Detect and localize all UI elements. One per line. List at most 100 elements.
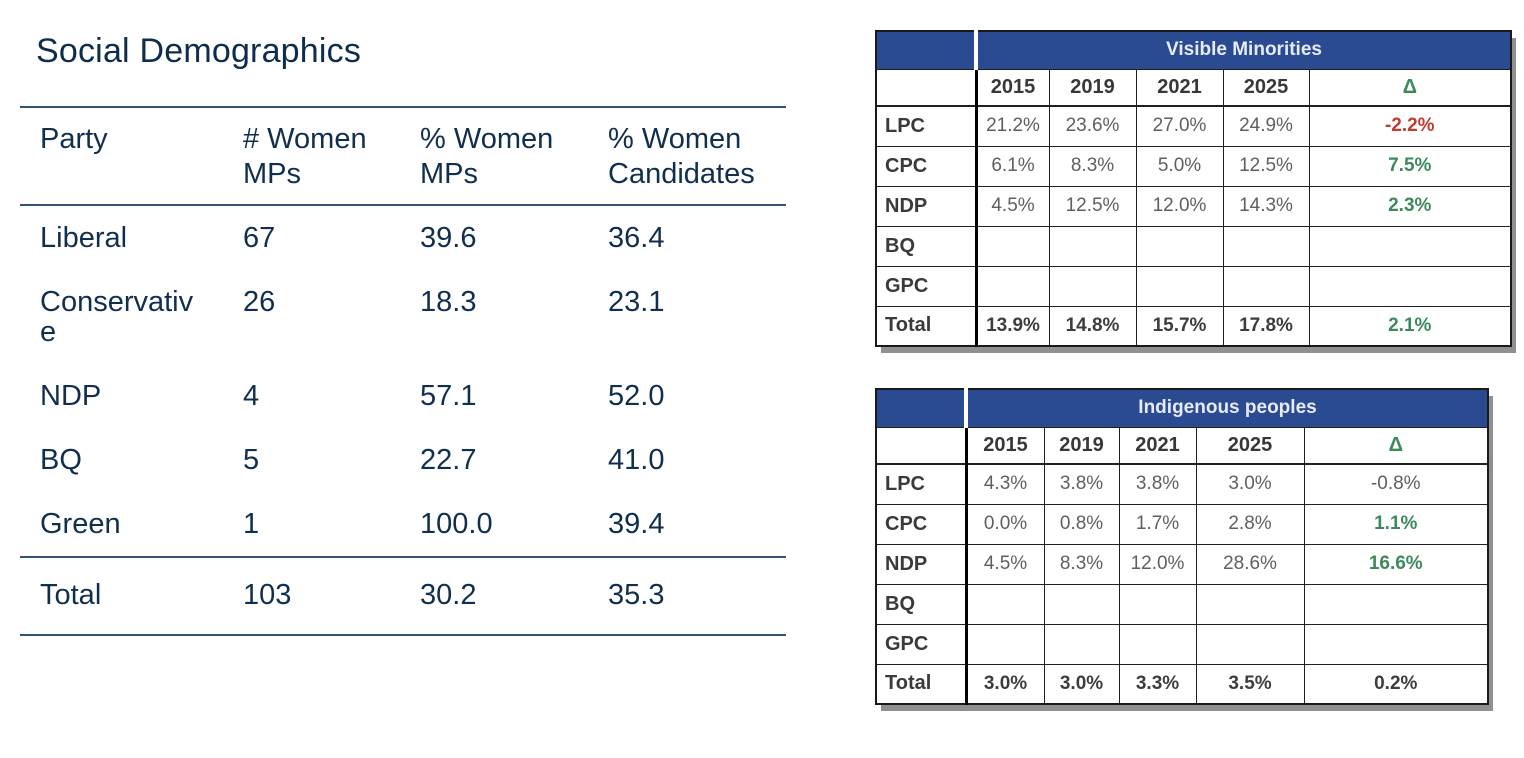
delta-cell (1303, 583, 1489, 625)
year-header: 2019 (1048, 68, 1137, 107)
table-row: GPC (875, 623, 1489, 665)
value-cell: 4.3% (965, 463, 1045, 505)
table-row: NDP 4.5% 8.3% 12.0% 28.6% 16.6% (875, 543, 1489, 585)
value-cell: 21.2% (975, 105, 1050, 147)
value-cell: 0.8% (1043, 503, 1120, 545)
col-header-party: Party (40, 123, 108, 155)
table-banner-row: Indigenous peoples (875, 388, 1489, 428)
total-delta-cell: 2.1% (1308, 305, 1512, 347)
value-cell (1048, 265, 1137, 307)
year-header: 2019 (1043, 426, 1120, 465)
year-header: 2021 (1118, 426, 1197, 465)
delta-cell: 16.6% (1303, 543, 1489, 585)
table-row: NDP 4 57.1 52.0 (20, 364, 786, 428)
value-cell: 27.0% (1135, 105, 1224, 147)
value-cell: 5.0% (1135, 145, 1224, 187)
value-cell: 0.0% (965, 503, 1045, 545)
year-header-row: 2015 2019 2021 2025 Δ (875, 68, 1512, 107)
table-banner-row: Visible Minorities (875, 30, 1512, 70)
indigenous-peoples-table: Indigenous peoples 2015 2019 2021 2025 Δ… (875, 388, 1489, 705)
total-delta-cell: 0.2% (1303, 663, 1489, 705)
delta-cell (1308, 265, 1512, 307)
year-header-row: 2015 2019 2021 2025 Δ (875, 426, 1489, 465)
delta-cell: -2.2% (1308, 105, 1512, 147)
pct-women-candidates: 23.1 (608, 286, 665, 318)
pct-women-mps: 100.0 (420, 508, 493, 540)
total-value-cell: 3.0% (965, 663, 1045, 705)
value-cell: 3.0% (1195, 463, 1305, 505)
value-cell: 28.6% (1195, 543, 1305, 585)
value-cell (1195, 583, 1305, 625)
value-cell (1043, 623, 1120, 665)
value-cell (1118, 583, 1197, 625)
table-row: Liberal 67 39.6 36.4 (20, 206, 786, 270)
row-label: GPC (875, 265, 978, 307)
banner-corner-cell (875, 388, 968, 428)
total-pct-women-mps: 30.2 (420, 579, 477, 611)
empty-header-cell (875, 68, 978, 107)
table-row: LPC 21.2% 23.6% 27.0% 24.9% -2.2% (875, 105, 1512, 147)
value-cell: 3.8% (1118, 463, 1197, 505)
total-value-cell: 3.0% (1043, 663, 1120, 705)
table-row: BQ (875, 583, 1489, 625)
table-row: CPC 6.1% 8.3% 5.0% 12.5% 7.5% (875, 145, 1512, 187)
num-women-mps: 26 (243, 286, 276, 318)
table-row: Green 1 100.0 39.4 (20, 492, 786, 556)
delta-cell (1303, 623, 1489, 665)
table-row: LPC 4.3% 3.8% 3.8% 3.0% -0.8% (875, 463, 1489, 505)
table-title: Visible Minorities (975, 30, 1512, 70)
year-header: 2015 (975, 68, 1050, 107)
total-label: Total (875, 663, 968, 705)
delta-cell (1308, 225, 1512, 267)
total-value-cell: 13.9% (975, 305, 1050, 347)
value-cell: 6.1% (975, 145, 1050, 187)
pct-women-candidates: 41.0 (608, 444, 665, 476)
value-cell: 1.7% (1118, 503, 1197, 545)
party-name: Green (40, 508, 121, 540)
table-row: CPC 0.0% 0.8% 1.7% 2.8% 1.1% (875, 503, 1489, 545)
table-row: BQ (875, 225, 1512, 267)
year-header: 2025 (1195, 426, 1305, 465)
pct-women-mps: 57.1 (420, 380, 477, 412)
value-cell: 12.5% (1222, 145, 1310, 187)
total-value-cell: 3.3% (1118, 663, 1197, 705)
num-women-mps: 4 (243, 380, 260, 412)
delta-cell: 7.5% (1308, 145, 1512, 187)
total-label: Total (875, 305, 978, 347)
value-cell (975, 265, 1050, 307)
value-cell: 2.8% (1195, 503, 1305, 545)
party-name: Conservative (40, 286, 194, 348)
value-cell: 23.6% (1048, 105, 1137, 147)
value-cell (1043, 583, 1120, 625)
total-value-cell: 15.7% (1135, 305, 1224, 347)
row-label: NDP (875, 543, 968, 585)
value-cell (1222, 265, 1310, 307)
banner-corner-cell (875, 30, 978, 70)
table-header-row: Party # Women MPs % Women MPs % Women Ca… (20, 108, 786, 206)
pct-women-mps: 22.7 (420, 444, 477, 476)
row-label: CPC (875, 503, 968, 545)
total-value-cell: 3.5% (1195, 663, 1305, 705)
row-label: GPC (875, 623, 968, 665)
total-value-cell: 17.8% (1222, 305, 1310, 347)
value-cell (1222, 225, 1310, 267)
row-label: NDP (875, 185, 978, 227)
party-name: NDP (40, 380, 102, 412)
value-cell (975, 225, 1050, 267)
value-cell (1135, 265, 1224, 307)
col-header-num-women-mps: # Women MPs (243, 123, 367, 190)
table-row: BQ 5 22.7 41.0 (20, 428, 786, 492)
table-row: Conservative 26 18.3 23.1 (20, 270, 786, 364)
num-women-mps: 1 (243, 508, 260, 540)
table-total-row: Total 3.0% 3.0% 3.3% 3.5% 0.2% (875, 663, 1489, 705)
page-title: Social Demographics (36, 32, 362, 70)
value-cell: 12.0% (1118, 543, 1197, 585)
delta-header: Δ (1308, 68, 1512, 107)
value-cell: 4.5% (965, 543, 1045, 585)
row-label: CPC (875, 145, 978, 187)
row-label: LPC (875, 463, 968, 505)
visible-minorities-table: Visible Minorities 2015 2019 2021 2025 Δ… (875, 30, 1513, 347)
table-total-row: Total 103 30.2 35.3 (20, 556, 786, 634)
year-header: 2025 (1222, 68, 1310, 107)
row-label: BQ (875, 583, 968, 625)
